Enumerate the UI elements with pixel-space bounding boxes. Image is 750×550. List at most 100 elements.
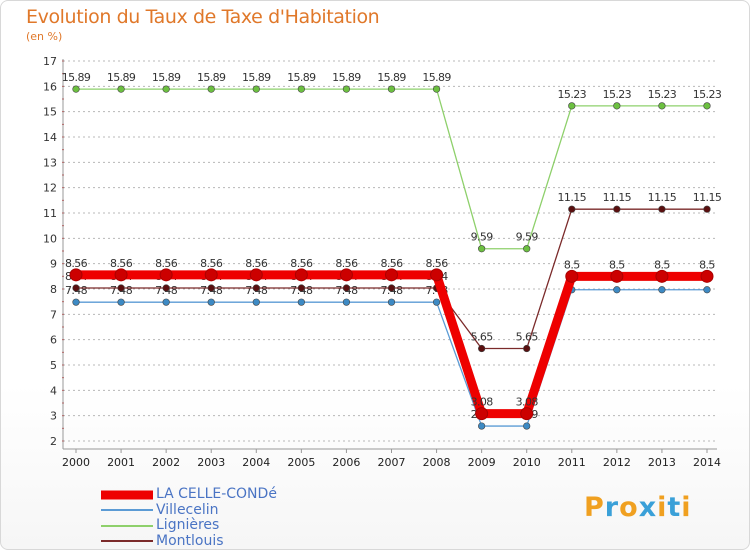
data-point	[565, 269, 579, 283]
logo-letter: r	[604, 492, 620, 523]
logo-letter: i	[681, 492, 692, 523]
y-tick-label: 4	[50, 384, 57, 397]
data-point	[342, 284, 351, 292]
data-label: 9.59	[516, 231, 539, 244]
data-point	[297, 284, 305, 292]
legend-item-montlouis: Montlouis	[101, 533, 277, 550]
data-point	[342, 298, 351, 306]
data-point	[430, 268, 444, 282]
data-label: 15.89	[287, 71, 316, 84]
y-tick-label: 13	[43, 156, 57, 169]
x-tick-label: 2000	[62, 456, 90, 469]
data-point	[342, 85, 351, 93]
legend-swatch-la-celle-conde	[101, 490, 153, 500]
data-point	[297, 298, 305, 306]
data-label: 8.5	[564, 258, 580, 271]
y-tick-label: 2	[50, 435, 57, 448]
data-point	[387, 284, 396, 292]
series-ligni-res: 15.89 15.89 15.89 15.89 15.89 15.89 15.89 15.89…	[62, 71, 722, 253]
legend-label: Villecelin	[156, 501, 219, 518]
data-point	[568, 102, 576, 110]
data-point	[117, 298, 125, 306]
data-point	[297, 85, 305, 93]
x-tick-label: 2001	[107, 456, 135, 469]
data-label: 3.08	[516, 396, 539, 409]
data-label: 3.08	[471, 396, 494, 409]
chart-title: Evolution du Taux de Taxe d'Habitation	[26, 6, 380, 28]
data-point	[162, 85, 170, 93]
y-tick-label: 12	[43, 182, 57, 195]
data-point	[523, 344, 531, 353]
y-tick-label: 16	[43, 80, 57, 93]
data-label: 15.23	[558, 88, 587, 101]
data-label: 11.15	[648, 191, 677, 204]
y-tick-label: 17	[43, 55, 57, 68]
legend-swatch-lignieres	[101, 524, 153, 527]
data-point	[387, 298, 396, 306]
data-label: 11.15	[693, 191, 722, 204]
data-label: 5.65	[516, 331, 539, 344]
legend: LA CELLE-CONDé Villecelin Lignières Mont…	[101, 486, 277, 550]
legend-item-villecelin: Villecelin	[101, 501, 277, 519]
data-point	[613, 286, 621, 294]
series-line	[76, 289, 707, 427]
data-point	[117, 85, 125, 93]
data-label: 15.89	[422, 71, 451, 84]
proxiti-logo: Proxiti	[584, 492, 692, 523]
legend-swatch-montlouis	[101, 540, 153, 543]
data-point	[658, 286, 666, 294]
y-tick-label: 15	[43, 106, 57, 119]
data-point	[655, 269, 669, 283]
logo-letter: P	[584, 492, 605, 523]
data-label: 15.89	[332, 71, 361, 84]
data-point	[204, 268, 218, 282]
x-tick-label: 2005	[287, 456, 315, 469]
x-tick-label: 2011	[558, 456, 586, 469]
data-point	[523, 245, 531, 253]
y-tick-label: 8	[50, 283, 57, 296]
legend-swatch-villecelin	[101, 509, 153, 512]
data-label: 15.89	[197, 71, 226, 84]
data-point	[658, 205, 666, 213]
data-label: 9.59	[471, 231, 494, 244]
data-point	[252, 298, 260, 306]
data-label: 15.89	[242, 71, 271, 84]
x-tick-label: 2014	[693, 456, 721, 469]
data-label: 8.56	[290, 257, 313, 270]
data-point	[69, 268, 83, 282]
data-label: 11.15	[558, 191, 587, 204]
data-point	[207, 298, 215, 306]
data-label: 15.89	[107, 71, 136, 84]
data-label: 5.65	[471, 331, 494, 344]
data-label: 15.23	[648, 88, 677, 101]
data-point	[339, 268, 353, 282]
data-point	[703, 102, 711, 110]
legend-item-lignieres: Lignières	[101, 517, 277, 534]
data-label: 8.56	[155, 257, 178, 270]
y-tick-label: 6	[50, 334, 57, 347]
data-point	[294, 268, 308, 282]
y-tick-label: 3	[50, 410, 57, 423]
data-point	[700, 269, 714, 283]
x-tick-label: 2012	[603, 456, 631, 469]
y-tick-label: 11	[43, 207, 57, 220]
data-point	[613, 102, 621, 110]
data-label: 15.89	[152, 71, 181, 84]
data-point	[478, 245, 486, 253]
x-tick-label: 2009	[468, 456, 496, 469]
legend-label: Lignières	[156, 517, 220, 533]
data-label: 15.23	[603, 88, 632, 101]
data-point	[478, 344, 486, 353]
series-villecelin: 7.487.487.487.487.487.487.487.487.482.59…	[65, 284, 711, 430]
data-label: 15.23	[693, 88, 722, 101]
data-point	[523, 422, 531, 430]
x-tick-label: 2007	[378, 456, 406, 469]
chart-subtitle: (en %)	[26, 30, 63, 43]
logo-letter: o	[619, 492, 639, 523]
series-line	[76, 88, 707, 250]
y-tick-label: 5	[50, 359, 57, 372]
data-point	[613, 205, 621, 213]
x-tick-label: 2002	[152, 456, 180, 469]
legend-label: LA CELLE-CONDé	[156, 486, 277, 502]
y-tick-label: 14	[43, 131, 57, 144]
